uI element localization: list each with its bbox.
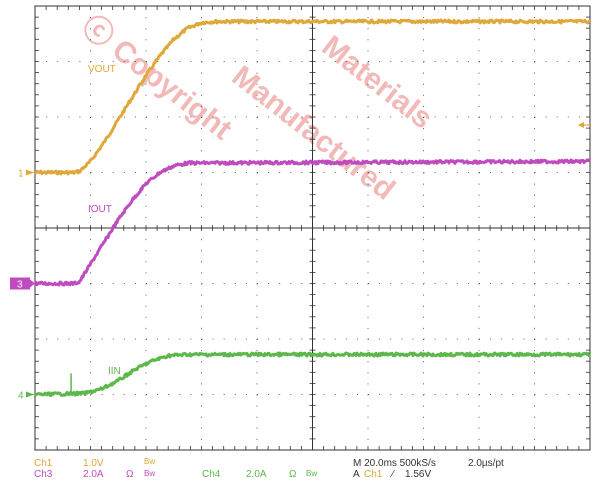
ch3-bandwidth: Bw [144, 469, 156, 478]
channel-markers: 1 3 4 [10, 122, 590, 402]
trigger-level-arrow [578, 122, 584, 128]
ch3-ground-marker [10, 277, 30, 290]
trace-label-iout: IOUT [88, 204, 112, 215]
ch1-bandwidth: Bw [144, 457, 156, 466]
trigger-prefix: A [353, 469, 360, 480]
ch3-ohm-icon: Ω [126, 469, 134, 480]
trace-label-iin: IIN [108, 366, 121, 377]
ch1-scale: 1.0V [83, 458, 104, 469]
trigger-level: 1.56V [405, 469, 432, 480]
timebase-readout: M 20.0ms 500kS/s [353, 458, 436, 469]
trigger-slope-icon: ⁄ [392, 469, 394, 480]
ch3-label: Ch3 [34, 469, 53, 480]
watermark-text: Materials [316, 30, 439, 136]
ch4-scale: 2.0A [246, 469, 267, 480]
sample-interval: 2.0µs/pt [468, 458, 504, 469]
ch4-bandwidth: Bw [306, 469, 318, 478]
ch1-label: Ch1 [34, 458, 53, 469]
trace-vout [34, 18, 591, 176]
ch3-scale: 2.0A [83, 469, 104, 480]
ch3-marker-label: 3 [17, 280, 23, 291]
trace-labels: VOUT IOUT IIN [88, 64, 121, 377]
ch4-ohm-icon: Ω [289, 469, 297, 480]
ch3-marker-arrow [30, 279, 35, 288]
trigger-source: Ch1 [364, 469, 383, 480]
trace-iin [33, 351, 591, 398]
ch4-marker-label: 4 [18, 391, 24, 402]
trace-iout [33, 158, 591, 287]
trace-label-vout: VOUT [88, 64, 116, 75]
ch4-label: Ch4 [202, 469, 221, 480]
waveform-traces [33, 18, 591, 398]
graticule-grid [34, 5, 591, 451]
ch1-marker-label: 1 [18, 169, 24, 180]
watermark-text: ⓒ Copyright [76, 10, 238, 147]
